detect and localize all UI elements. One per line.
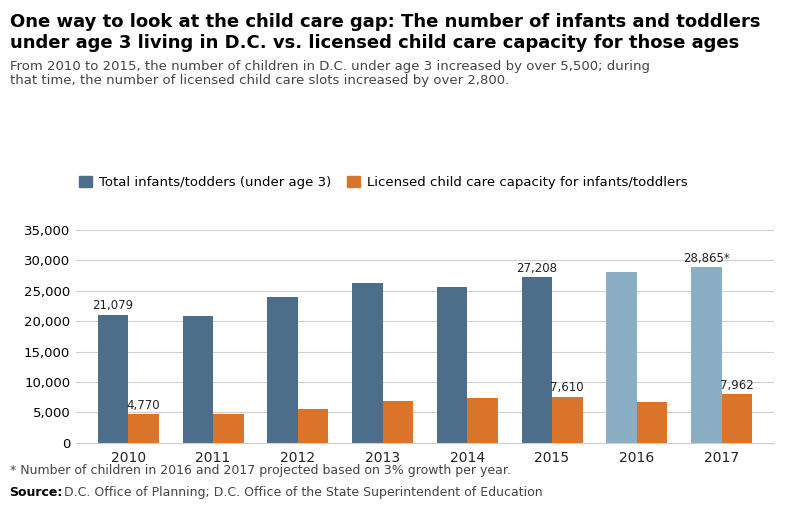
Text: 7,610: 7,610: [551, 381, 584, 394]
Text: Source:: Source:: [10, 486, 63, 499]
Text: that time, the number of licensed child care slots increased by over 2,800.: that time, the number of licensed child …: [10, 74, 509, 87]
Bar: [721, 394, 752, 443]
Text: 27,208: 27,208: [516, 262, 557, 275]
Bar: [437, 286, 468, 443]
Bar: [213, 414, 243, 443]
Bar: [183, 315, 213, 443]
Legend: Total infants/todders (under age 3), Licensed child care capacity for infants/to: Total infants/todders (under age 3), Lic…: [79, 176, 687, 189]
Bar: [522, 277, 552, 443]
Bar: [98, 314, 128, 443]
Text: 7,962: 7,962: [720, 379, 753, 392]
Text: 28,865*: 28,865*: [683, 252, 729, 265]
Text: under age 3 living in D.C. vs. licensed child care capacity for those ages: under age 3 living in D.C. vs. licensed …: [10, 34, 739, 52]
Bar: [606, 272, 637, 443]
Text: * Number of children in 2016 and 2017 projected based on 3% growth per year.: * Number of children in 2016 and 2017 pr…: [10, 464, 511, 477]
Text: 4,770: 4,770: [127, 399, 160, 412]
Bar: [352, 283, 382, 443]
Text: 21,079: 21,079: [93, 299, 133, 312]
Bar: [691, 267, 721, 443]
Text: From 2010 to 2015, the number of children in D.C. under age 3 increased by over : From 2010 to 2015, the number of childre…: [10, 60, 650, 73]
Bar: [552, 397, 583, 443]
Bar: [128, 414, 159, 443]
Bar: [267, 297, 298, 443]
Bar: [382, 401, 413, 443]
Bar: [468, 398, 498, 443]
Text: D.C. Office of Planning; D.C. Office of the State Superintendent of Education: D.C. Office of Planning; D.C. Office of …: [60, 486, 543, 499]
Text: One way to look at the child care gap: The number of infants and toddlers: One way to look at the child care gap: T…: [10, 13, 760, 31]
Bar: [637, 401, 667, 443]
Bar: [298, 409, 328, 443]
